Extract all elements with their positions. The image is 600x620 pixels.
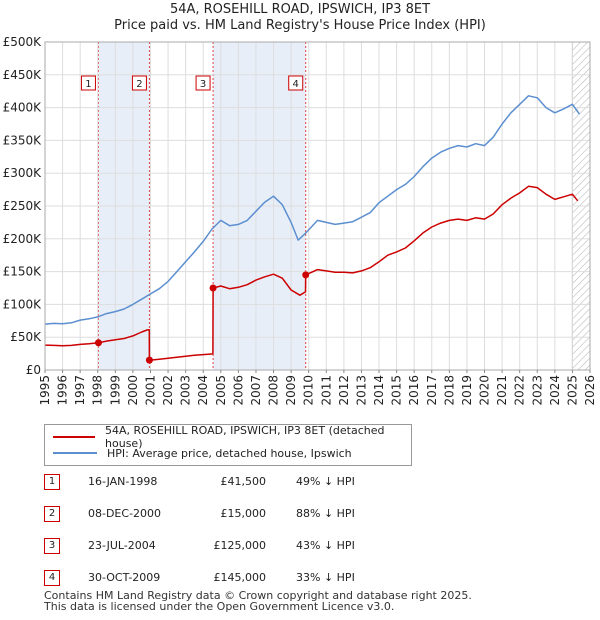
series-lines — [44, 95, 581, 361]
sale-hpi-diff: 49% ↓ HPI — [296, 475, 355, 488]
price-chart: 1 2 3 4 £0 £50K £100K £150K £200K £250K £300K £350… — [3, 35, 597, 406]
y-tick-label: £0 — [26, 363, 41, 377]
x-tick-label: 2010 — [302, 375, 316, 406]
x-tick-label: 2016 — [407, 375, 421, 406]
sale-number: 2 — [44, 506, 60, 522]
x-tick-label: 2021 — [495, 375, 509, 406]
chart-subtitle: Price paid vs. HM Land Registry's House … — [114, 18, 486, 33]
x-tick-label: 2018 — [442, 375, 456, 406]
x-tick-label: 2011 — [319, 375, 333, 406]
gridlines — [44, 41, 591, 371]
legend-swatch-property — [53, 436, 96, 438]
x-tick-label: 2000 — [126, 375, 140, 406]
x-tick-label: 1998 — [91, 375, 105, 406]
x-tick-label: 2002 — [161, 375, 175, 406]
x-tick-label: 2009 — [284, 375, 298, 406]
x-tick-label: 2025 — [565, 375, 579, 406]
sale-label-box — [288, 75, 304, 91]
sale-hpi-diff: 43% ↓ HPI — [296, 539, 355, 552]
sale-point — [145, 356, 153, 364]
sale-point — [302, 271, 310, 279]
sale-label-box — [131, 75, 147, 91]
x-tick-label: 2014 — [372, 375, 386, 406]
x-tick-label: 2026 — [583, 375, 597, 406]
y-tick-label: £300K — [3, 166, 43, 180]
x-tick-label: 2017 — [425, 375, 439, 406]
x-tick-label: 2022 — [513, 375, 527, 406]
sale-label-box — [80, 75, 96, 91]
x-tick-label: 2012 — [337, 375, 351, 406]
x-tick-label: 1995 — [38, 375, 52, 406]
sale-label-number: 2 — [136, 79, 142, 90]
x-tick-label: 2023 — [530, 375, 544, 406]
y-tick-label: £400K — [3, 101, 43, 115]
x-tick-label: 2013 — [354, 375, 368, 406]
y-tick-label: £200K — [3, 232, 43, 246]
sale-number: 3 — [44, 538, 60, 554]
sale-row: 3 23-JUL-2004 £125,000 43% ↓ HPI — [44, 538, 464, 554]
legend-label-property: 54A, ROSEHILL ROAD, IPSWICH, IP3 8ET (de… — [105, 424, 385, 450]
sale-row: 2 08-DEC-2000 £15,000 88% ↓ HPI — [44, 506, 464, 522]
sale-date: 30-OCT-2009 — [88, 571, 161, 584]
chart-title: 54A, ROSEHILL ROAD, IPSWICH, IP3 8ET — [169, 2, 431, 17]
sale-hpi-diff: 33% ↓ HPI — [296, 571, 355, 584]
x-tick-label: 1999 — [108, 375, 122, 406]
y-tick-label: £50K — [10, 330, 42, 344]
x-tick-label: 2003 — [179, 375, 193, 406]
sale-price: £41,500 — [220, 475, 267, 488]
sale-number: 4 — [44, 570, 60, 586]
y-tick-label: £450K — [3, 68, 43, 82]
sale-row: 1 16-JAN-1998 £41,500 49% ↓ HPI — [44, 474, 464, 490]
x-tick-label: 2001 — [143, 375, 157, 406]
y-tick-label: £350K — [3, 133, 43, 147]
legend-item-property: 54A, ROSEHILL ROAD, IPSWICH, IP3 8ET (de… — [53, 424, 411, 450]
sale-price: £145,000 — [213, 571, 267, 584]
x-tick-label: 2024 — [548, 375, 562, 406]
sale-label-number: 1 — [85, 79, 91, 90]
x-tick-label: 2007 — [249, 375, 263, 406]
x-tick-label: 2008 — [267, 375, 281, 406]
sale-point — [94, 339, 102, 347]
sale-markers: 1 2 3 4 — [80, 75, 310, 364]
sale-row: 4 30-OCT-2009 £145,000 33% ↓ HPI — [44, 570, 464, 586]
x-tick-label: 2020 — [478, 375, 492, 406]
y-tick-label: £500K — [3, 35, 43, 49]
sale-date: 08-DEC-2000 — [88, 507, 162, 520]
sale-point — [209, 284, 217, 292]
x-tick-label: 2006 — [231, 375, 245, 406]
x-tick-label: 1996 — [56, 375, 70, 406]
x-tick-label: 1997 — [73, 375, 87, 406]
sale-price: £125,000 — [213, 539, 267, 552]
legend-swatch-hpi — [53, 452, 97, 454]
sale-label-number: 3 — [200, 79, 206, 90]
plot-frame — [44, 41, 591, 371]
sale-date: 23-JUL-2004 — [88, 539, 156, 552]
axes: £0 £50K £100K £150K £200K £250K £300K £350K £400… — [3, 35, 597, 406]
y-tick-label: £100K — [3, 297, 43, 311]
legend-label-hpi: HPI: Average price, detached house, Ipsw… — [107, 446, 352, 460]
hpi-series-line — [44, 95, 581, 325]
x-tick-label: 2015 — [390, 375, 404, 406]
sale-date: 16-JAN-1998 — [88, 475, 158, 488]
sale-label-number: 4 — [293, 79, 299, 90]
legend-item-hpi: HPI: Average price, detached house, Ipsw… — [53, 445, 352, 461]
x-tick-label: 2005 — [214, 375, 228, 406]
x-tick-label: 2004 — [196, 375, 210, 406]
legend: 54A, ROSEHILL ROAD, IPSWICH, IP3 8ET (de… — [44, 424, 412, 466]
x-tick-label: 2019 — [460, 375, 474, 406]
y-tick-label: £150K — [3, 265, 43, 279]
property-series-line — [44, 185, 579, 361]
sale-price: £15,000 — [220, 507, 267, 520]
sale-label-box — [195, 75, 211, 91]
footer-copyright: Contains HM Land Registry data © Crown c… — [44, 589, 472, 602]
sale-number: 1 — [44, 474, 60, 490]
sale-hpi-diff: 88% ↓ HPI — [296, 507, 355, 520]
footer-licence: This data is licensed under the Open Gov… — [44, 600, 395, 613]
y-tick-label: £250K — [3, 199, 43, 213]
